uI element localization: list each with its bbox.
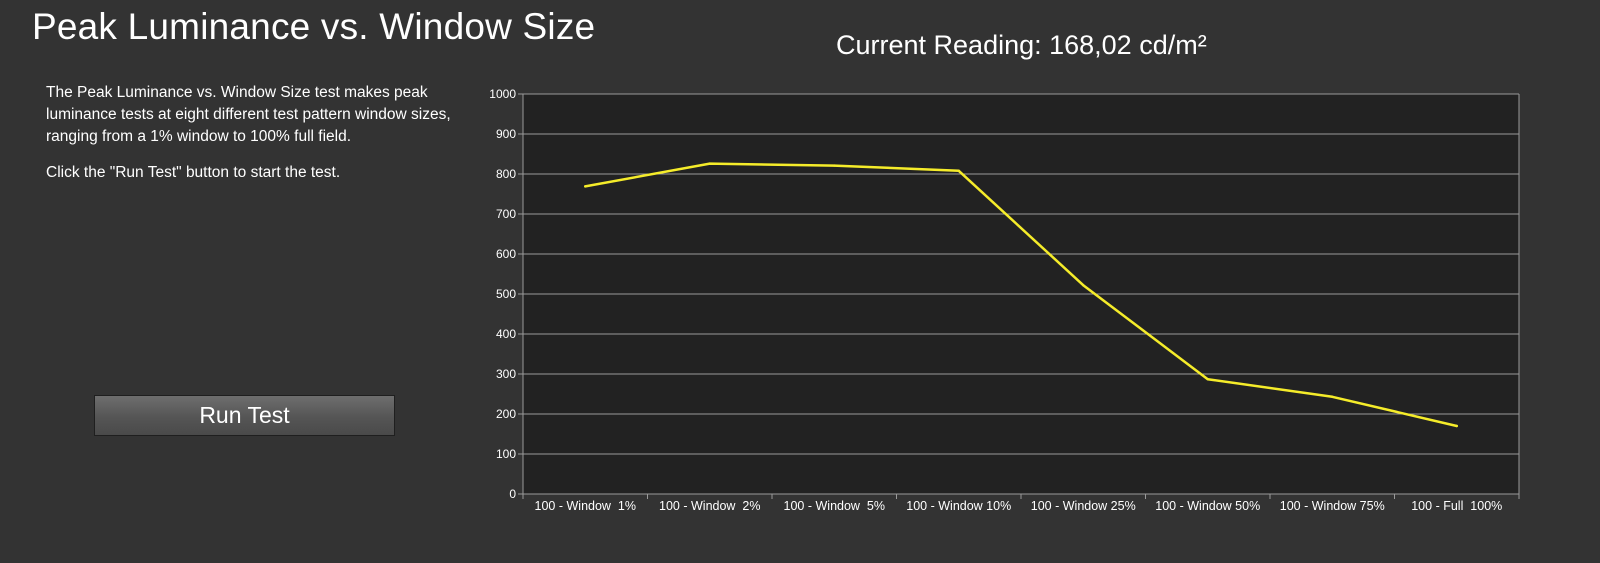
luminance-line-chart: 0 100 200 300 400 500 600 700 800 900 1000 100 - Wi… — [489, 87, 1520, 513]
data-point — [584, 185, 587, 188]
y-tick-label: 0 — [509, 487, 516, 501]
gridlines — [523, 93, 1519, 455]
x-tick-label: 100 - Window 50% — [1155, 499, 1260, 513]
y-tick-label: 600 — [496, 247, 516, 261]
x-tick-label: 100 - Window 5% — [784, 499, 885, 513]
y-tick-label: 1000 — [489, 87, 516, 101]
y-tick-label: 900 — [496, 127, 516, 141]
data-point — [1331, 395, 1334, 398]
axes: 0 100 200 300 400 500 600 700 800 900 1000 100 - Wi… — [489, 87, 1520, 513]
series — [584, 162, 1458, 428]
y-tick-label: 200 — [496, 407, 516, 421]
x-tick-label: 100 - Window 2% — [659, 499, 760, 513]
data-point — [957, 169, 960, 172]
y-tick-label: 100 — [496, 447, 516, 461]
instruction-paragraph: Click the "Run Test" button to start the… — [46, 164, 341, 181]
x-tick-label: 100 - Window 10% — [906, 499, 1011, 513]
x-tick-label: 100 - Window 25% — [1031, 499, 1136, 513]
y-tick-label: 300 — [496, 367, 516, 381]
data-point — [833, 164, 836, 167]
y-tick-label: 700 — [496, 207, 516, 221]
data-point — [1082, 284, 1085, 287]
description-paragraph: The Peak Luminance vs. Window Size test … — [46, 84, 451, 145]
y-tick-label: 800 — [496, 167, 516, 181]
test-description: The Peak Luminance vs. Window Size test … — [46, 82, 456, 198]
y-tick-label: 400 — [496, 327, 516, 341]
x-tick-label: 100 - Window 1% — [535, 499, 636, 513]
x-tick-label: 100 - Window 75% — [1280, 499, 1385, 513]
page-title: Peak Luminance vs. Window Size — [32, 6, 596, 47]
current-reading: Current Reading: 168,02 cd/m² — [836, 30, 1207, 60]
x-tick-label: 100 - Full 100% — [1411, 499, 1502, 513]
data-point — [1455, 424, 1458, 428]
luminance-series-line — [584, 162, 1458, 428]
data-point — [1206, 378, 1209, 381]
y-tick-label: 500 — [496, 287, 516, 301]
data-point — [708, 162, 711, 165]
run-test-button[interactable]: Run Test — [94, 395, 395, 436]
